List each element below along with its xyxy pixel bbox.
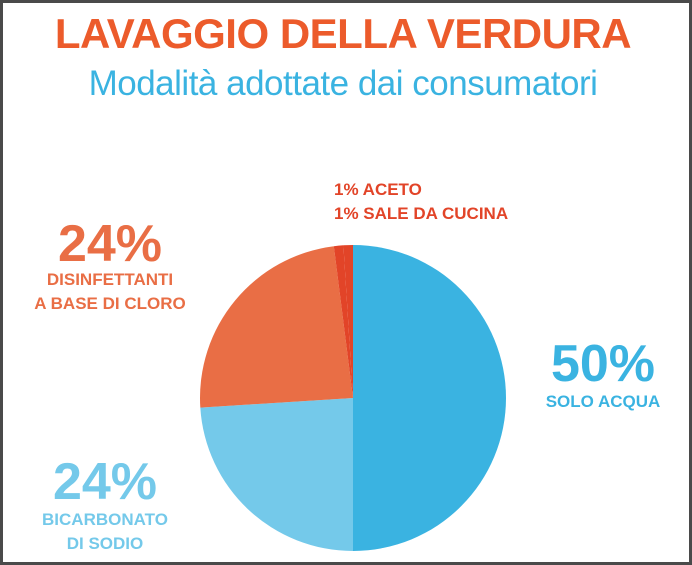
- pie-slice-sale-da-cucina: [343, 245, 353, 398]
- chart-title: LAVAGGIO DELLA VERDURA: [54, 10, 632, 57]
- label-line: A BASE DI CLORO: [34, 294, 186, 313]
- label-line: BICARBONATO: [42, 510, 168, 529]
- pie-slice-aceto: [333, 245, 353, 398]
- label-line: SOLO ACQUA: [545, 392, 661, 411]
- label-aceto: 1% ACETO: [334, 180, 422, 199]
- bicarbonato-label: 24% BICARBONATO DI SODIO: [20, 456, 190, 556]
- chart-subtitle: Modalità adottate dai consumatori: [88, 64, 598, 103]
- pie-slice-disinfettanti-a-base-di-cloro: [200, 246, 353, 408]
- label-line: DI SODIO: [66, 534, 144, 553]
- pct-disinfettanti: 24%: [57, 215, 163, 273]
- solo-acqua-label: 50% SOLO ACQUA: [528, 338, 678, 414]
- pie-slice-bicarbonato-di-sodio: [200, 398, 353, 551]
- small-slices-labels: 1% ACETO 1% SALE DA CUCINA: [334, 178, 508, 226]
- label-line: DISINFETTANTI: [46, 270, 174, 289]
- label-sale: 1% SALE DA CUCINA: [334, 204, 509, 223]
- pct-bicarbonato: 24%: [52, 453, 158, 511]
- pct-solo-acqua: 50%: [550, 335, 656, 393]
- pie-slice-solo-acqua: [353, 245, 506, 551]
- disinfettanti-label: 24% DISINFETTANTI A BASE DI CLORO: [20, 218, 200, 316]
